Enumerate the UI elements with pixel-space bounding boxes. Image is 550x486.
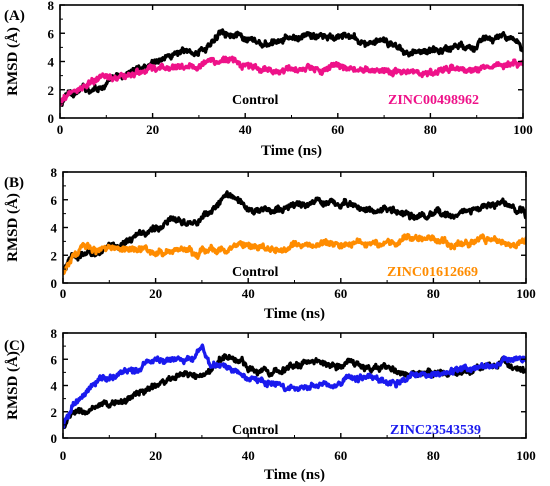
y-tick-label: 6 <box>51 193 58 208</box>
x-tick-label: 60 <box>331 122 344 137</box>
legend-label-compound: ZINC23543539 <box>390 423 481 438</box>
x-axis-title: Time (ns) <box>261 143 322 159</box>
x-tick-label: 20 <box>146 122 159 137</box>
x-tick-label: 20 <box>149 286 162 301</box>
y-tick-label: 8 <box>51 326 58 341</box>
x-tick-label: 60 <box>334 448 347 463</box>
legend-label-control: Control <box>232 93 279 108</box>
x-tick-label: 20 <box>149 448 162 463</box>
y-axis-title: RMSD (Å) <box>5 351 21 420</box>
x-tick-label: 0 <box>60 286 67 301</box>
x-tick-label: 60 <box>334 286 347 301</box>
y-tick-label: 0 <box>51 276 58 291</box>
y-tick-label: 2 <box>48 83 55 98</box>
y-tick-label: 8 <box>51 165 58 180</box>
x-axis-title: Time (ns) <box>264 467 325 483</box>
y-tick-label: 0 <box>51 431 58 446</box>
y-tick-label: 4 <box>51 221 58 236</box>
x-axis-title: Time (ns) <box>264 306 325 322</box>
chart-panel-a: 0 20 40 60 80 100 0 2 4 6 8 (A) Time (ns) RMSD (Å) Con… <box>4 0 533 159</box>
y-tick-label: 8 <box>48 0 55 13</box>
panel-label: (C) <box>4 338 25 354</box>
x-tick-label: 40 <box>242 286 255 301</box>
series-line-zinc00498962 <box>60 55 523 107</box>
y-tick-label: 4 <box>48 55 55 70</box>
x-tick-label: 100 <box>516 448 536 463</box>
x-tick-label: 80 <box>427 286 440 301</box>
x-tick-label: 100 <box>513 122 533 137</box>
x-tick-label: 40 <box>239 122 252 137</box>
series-line-zinc01612669 <box>63 232 526 275</box>
series-line-control <box>63 190 526 272</box>
x-tick-label: 0 <box>57 122 64 137</box>
series-line-zinc23543539 <box>63 343 526 429</box>
x-tick-label: 80 <box>424 122 437 137</box>
legend-label-compound: ZINC00498962 <box>388 93 479 108</box>
panel-label: (B) <box>4 175 24 191</box>
y-axis-title: RMSD (Å) <box>5 193 21 262</box>
legend-label-control: Control <box>232 423 279 438</box>
y-tick-label: 2 <box>51 248 58 263</box>
legend-label-compound: ZINC01612669 <box>387 265 478 280</box>
x-tick-label: 100 <box>516 286 536 301</box>
x-tick-label: 0 <box>60 448 67 463</box>
y-axis-title: RMSD (Å) <box>5 27 21 96</box>
y-tick-label: 4 <box>51 379 58 394</box>
x-tick-label: 40 <box>242 448 255 463</box>
y-tick-label: 6 <box>48 26 55 41</box>
x-tick-label: 80 <box>427 448 440 463</box>
y-tick-label: 6 <box>51 352 58 367</box>
y-tick-label: 0 <box>48 111 55 126</box>
chart-panel-b: 0 20 40 60 80 100 0 2 4 6 8 (B) Time (ns) RMSD (Å) Con… <box>4 165 536 322</box>
panel-label: (A) <box>4 8 25 24</box>
y-tick-label: 2 <box>51 405 58 420</box>
legend-label-control: Control <box>232 265 279 280</box>
chart-panel-c: 0 20 40 60 80 100 0 2 4 6 8 (C) Time (ns) RMSD (Å) Con… <box>4 326 536 483</box>
